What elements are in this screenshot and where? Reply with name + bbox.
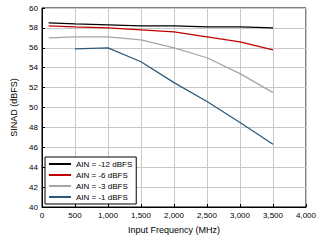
svg-text:42: 42 xyxy=(29,183,38,192)
svg-text:50: 50 xyxy=(29,103,38,112)
svg-text:AIN = -6 dBFS: AIN = -6 dBFS xyxy=(76,171,128,180)
svg-text:56: 56 xyxy=(29,43,38,52)
svg-text:1,500: 1,500 xyxy=(131,211,152,220)
svg-text:48: 48 xyxy=(29,123,38,132)
svg-text:AIN = -12 dBFS: AIN = -12 dBFS xyxy=(76,160,132,169)
svg-text:3,500: 3,500 xyxy=(263,211,284,220)
svg-text:58: 58 xyxy=(29,23,38,32)
svg-text:1,000: 1,000 xyxy=(98,211,119,220)
svg-text:44: 44 xyxy=(29,163,38,172)
svg-text:60: 60 xyxy=(29,4,38,13)
svg-text:40: 40 xyxy=(29,203,38,212)
svg-text:52: 52 xyxy=(29,83,38,92)
svg-text:3,000: 3,000 xyxy=(230,211,251,220)
svg-text:SINAD (dBFS): SINAD (dBFS) xyxy=(9,78,19,137)
svg-text:46: 46 xyxy=(29,143,38,152)
svg-text:2,500: 2,500 xyxy=(197,211,218,220)
svg-text:54: 54 xyxy=(29,63,38,72)
svg-text:4,000: 4,000 xyxy=(296,211,317,220)
svg-text:Input Frequency (MHz): Input Frequency (MHz) xyxy=(128,225,220,235)
svg-text:500: 500 xyxy=(68,211,82,220)
svg-text:AIN = -1 dBFS: AIN = -1 dBFS xyxy=(76,193,128,202)
svg-text:0: 0 xyxy=(40,211,45,220)
svg-text:2,000: 2,000 xyxy=(164,211,185,220)
svg-text:AIN = -3 dBFS: AIN = -3 dBFS xyxy=(76,182,128,191)
